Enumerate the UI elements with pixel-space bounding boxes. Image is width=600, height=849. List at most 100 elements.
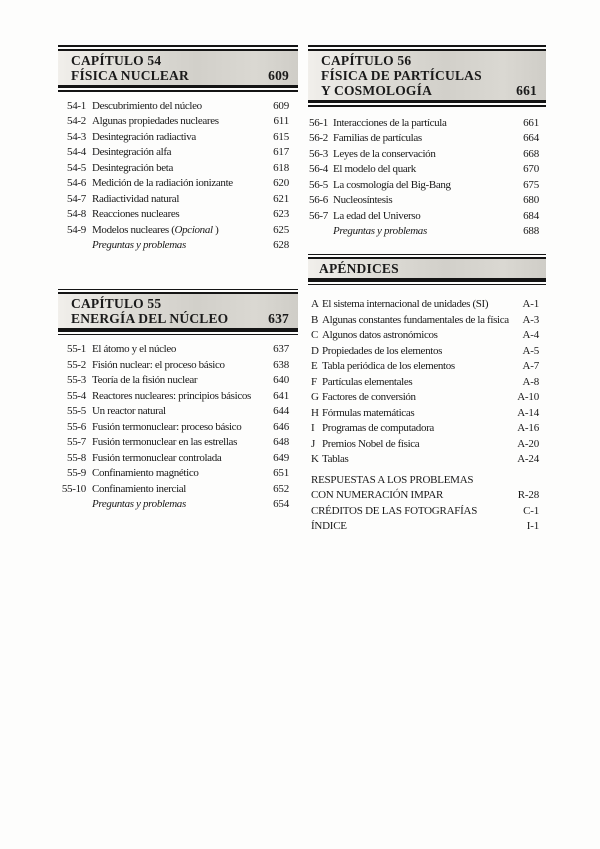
section-title: Modelos nucleares (Opcional ) <box>92 223 219 236</box>
section-number: 55-5 <box>67 405 86 417</box>
page-number: 611 <box>273 115 290 127</box>
divider-rule <box>308 45 546 47</box>
appendix-letter: K <box>311 453 319 465</box>
appendix-title: Tabla periódica de los elementos <box>322 360 455 372</box>
section-title: Radiactividad natural <box>92 192 180 205</box>
appendices-list: A El sistema internacional de unidades (S… <box>308 297 546 468</box>
toc-row: 55-8 Fusión termonuclear controlada 649 <box>58 451 298 467</box>
section-number: 55-6 <box>67 420 86 433</box>
toc-row: 55-1 El átomo y el núcleo 637 <box>58 342 298 358</box>
appendix-title: Programas de computadora <box>322 422 434 434</box>
toc-row: Preguntas y problemas 628 <box>58 238 298 254</box>
section-title: Fusión termonuclear controlada <box>92 451 222 464</box>
section-number: 55-9 <box>67 467 86 479</box>
section-number: 55-10 <box>61 482 86 495</box>
section-title: Confinamiento inercial <box>92 482 187 495</box>
appendix-title: Tablas <box>322 453 349 465</box>
section-title: Familias de partículas <box>333 132 422 144</box>
section-title: Descubrimiento del núcleo <box>92 99 202 112</box>
back-matter-title: CRÉDITOS DE LAS FOTOGRAFÍAS <box>311 504 478 517</box>
toc-row: 55-10 Confinamiento inercial 652 <box>58 482 298 498</box>
page-number: 688 <box>523 225 539 237</box>
page-number: 641 <box>273 389 289 402</box>
page-number: 684 <box>523 209 539 222</box>
section-title: El átomo y el núcleo <box>92 343 177 355</box>
toc-row: 56-6 Nucleosíntesis 680 <box>308 193 546 209</box>
toc-row: 55-6 Fusión termonuclear: proceso básico … <box>58 420 298 436</box>
back-matter-title: CON NUMERACIÓN IMPAR <box>311 489 444 501</box>
toc-row: 54-6 Medición de la radiación ionizante 6… <box>58 176 298 192</box>
section-title: Desintegración alfa <box>92 146 172 158</box>
section-number: 54-6 <box>67 177 86 189</box>
appendix-letter: B <box>311 313 319 326</box>
appendix-row: H Fórmulas matemáticas A-14 <box>308 406 546 422</box>
divider-rule <box>58 292 298 294</box>
section-title: Confinamiento magnético <box>92 467 199 479</box>
page-number: 609 <box>273 99 289 112</box>
appendix-letter: G <box>311 391 319 403</box>
section-number: 54-1 <box>67 99 86 112</box>
page-number: 670 <box>523 163 539 175</box>
section-title: La cosmología del Big-Bang <box>333 178 451 191</box>
section-title: Fisión nuclear: el proceso básico <box>92 358 225 371</box>
divider-rule <box>58 328 298 332</box>
back-matter-list: RESPUESTAS A LOS PROBLEMAS CON NUMERACIÓ… <box>308 473 546 535</box>
section-number: 56-5 <box>309 178 328 191</box>
appendix-title: Fórmulas matemáticas <box>322 406 415 419</box>
divider-rule <box>308 257 546 259</box>
chapter-title: FÍSICA DE PARTÍCULAS <box>321 67 482 83</box>
page-number: 664 <box>523 132 539 144</box>
section-title: Desintegración beta <box>92 161 174 174</box>
divider-rule <box>58 288 298 290</box>
section-title: Preguntas y problemas <box>92 239 186 251</box>
appendix-letter: H <box>311 406 319 419</box>
appendix-row: E Tabla periódica de los elementos A-7 <box>308 359 546 375</box>
section-title: Un reactor natural <box>92 405 166 417</box>
toc-right-column: CAPÍTULO 56 FÍSICA DE PARTÍCULAS Y COSMO… <box>308 0 546 535</box>
appendix-row: C Algunos datos astronómicos A-4 <box>308 328 546 344</box>
section-number: 55-2 <box>67 358 86 371</box>
divider-rule <box>308 278 546 282</box>
appendix-row: J Premios Nobel de física A-20 <box>308 437 546 453</box>
chapter-number: CAPÍTULO 56 <box>321 52 412 68</box>
section-title: Fusión termonuclear: proceso básico <box>92 420 242 433</box>
page-number: 615 <box>273 130 289 143</box>
section-number: 54-5 <box>67 161 86 174</box>
toc-row: 54-1 Descubrimiento del núcleo 609 <box>58 99 298 115</box>
page-number: 648 <box>273 436 289 448</box>
section-title: Preguntas y problemas <box>333 225 427 237</box>
chapter-56-list: 56-1 Interacciones de la partícula 661 56… <box>308 116 546 240</box>
toc-row: 55-7 Fusión termonuclear en las estrellas… <box>58 435 298 451</box>
appendix-row: I Programas de computadora A-16 <box>308 421 546 437</box>
page-number: 644 <box>273 405 289 417</box>
page-number: A-7 <box>522 360 539 372</box>
page-number: 637 <box>273 343 289 355</box>
toc-row: 56-3 Leyes de la conservación 668 <box>308 147 546 163</box>
toc-row: 55-5 Un reactor natural 644 <box>58 404 298 420</box>
page-number: 620 <box>273 177 289 189</box>
appendix-title: Algunas constantes fundamentales de la f… <box>322 313 509 326</box>
appendix-title: Premios Nobel de física <box>322 437 420 450</box>
page-number: 649 <box>273 451 289 464</box>
appendix-letter: J <box>311 437 316 450</box>
section-title: El modelo del quark <box>333 163 416 175</box>
back-matter-title: RESPUESTAS A LOS PROBLEMAS <box>311 473 474 486</box>
page-number: 675 <box>523 178 539 191</box>
divider-rule <box>308 105 546 107</box>
divider-rule <box>308 48 546 51</box>
section-title: Medición de la radiación ionizante <box>92 177 233 189</box>
toc-row: 55-4 Reactores nucleares: principios bási… <box>58 389 298 405</box>
section-title: La edad del Universo <box>333 209 421 222</box>
section-number: 56-3 <box>309 147 328 160</box>
section-title: Fusión termonuclear en las estrellas <box>92 436 238 448</box>
toc-row: 55-9 Confinamiento magnético 651 <box>58 466 298 482</box>
page-number: 638 <box>273 358 289 371</box>
section-number: 56-7 <box>309 209 328 222</box>
divider-rule <box>58 84 298 88</box>
back-matter-title: ÍNDICE <box>311 520 347 532</box>
toc-row: 56-5 La cosmología del Big-Bang 675 <box>308 178 546 194</box>
page-number: A-14 <box>517 406 539 419</box>
appendix-title: Partículas elementales <box>322 375 413 388</box>
appendix-title: Factores de conversión <box>322 391 416 403</box>
chapter-56-box: CAPÍTULO 56 FÍSICA DE PARTÍCULAS Y COSMO… <box>308 45 546 107</box>
